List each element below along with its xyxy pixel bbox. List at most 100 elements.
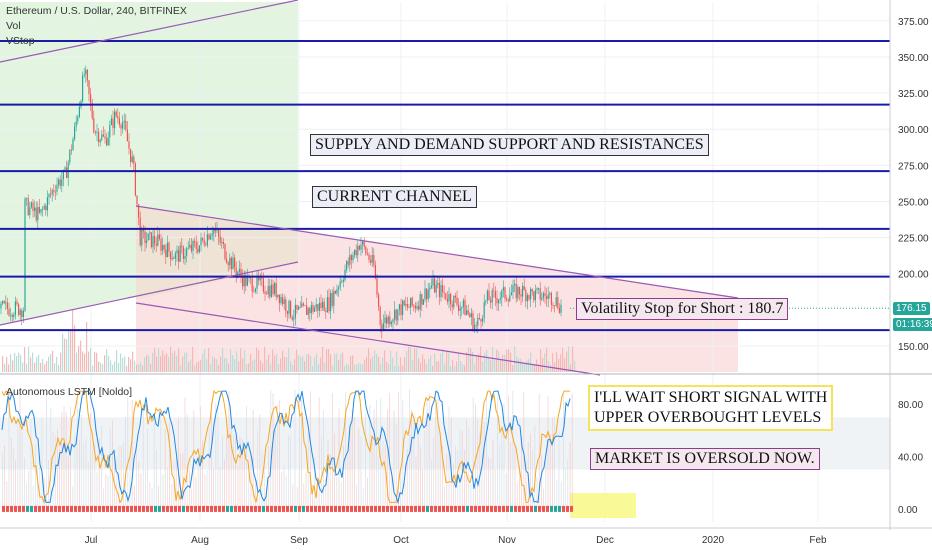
volume-bar <box>144 357 146 372</box>
candle-body <box>454 295 456 298</box>
oscillator-column <box>189 470 190 509</box>
volume-bar <box>204 349 206 372</box>
volume-bar <box>202 354 204 372</box>
candle-body <box>298 306 300 310</box>
signal-marker <box>406 505 409 512</box>
volume-bar <box>264 346 266 372</box>
signal-marker <box>554 505 557 512</box>
volume-bar <box>340 354 342 372</box>
candle-body <box>171 258 173 260</box>
signal-marker <box>458 505 461 512</box>
candle-body <box>424 288 426 300</box>
oscillator-column <box>142 404 144 509</box>
volume-bar <box>76 352 78 372</box>
volume-bar <box>366 356 368 372</box>
candle-body <box>320 302 322 308</box>
oscillator-tick-label: 80.00 <box>898 400 923 411</box>
volume-bar <box>376 353 378 372</box>
candle-body <box>154 236 156 244</box>
candle-body <box>181 245 183 248</box>
candle-body <box>78 106 80 117</box>
candle-body <box>408 307 410 309</box>
oscillator-column <box>21 431 23 509</box>
signal-marker <box>70 505 73 512</box>
signal-marker <box>42 505 45 512</box>
signal-marker <box>122 505 125 512</box>
oscillator-column <box>503 402 505 509</box>
oscillator-column <box>431 459 432 509</box>
volume-bar <box>238 361 240 372</box>
volume-bar <box>556 351 558 372</box>
oscillator-column <box>329 454 331 509</box>
oscillator-column <box>288 435 289 509</box>
oscillator-column <box>52 431 54 509</box>
oscillator-column <box>461 430 463 509</box>
candle-body <box>538 288 540 289</box>
candle-body <box>86 69 88 81</box>
candle-body <box>323 301 325 312</box>
volume-bar <box>8 364 10 372</box>
candle-body <box>296 304 298 310</box>
candle-body <box>432 278 434 286</box>
candle-body <box>213 229 215 234</box>
candle-body <box>163 245 165 250</box>
volume-bar <box>98 361 100 372</box>
volume-bar <box>14 352 16 372</box>
candle-body <box>352 255 354 261</box>
volume-bar <box>544 353 546 372</box>
candle-body <box>421 294 423 305</box>
signal-marker <box>354 505 357 512</box>
candle-body <box>179 245 181 262</box>
oscillator-column <box>230 422 232 509</box>
volume-bar <box>314 356 316 372</box>
volume-bar <box>320 357 322 372</box>
signal-marker <box>342 505 345 512</box>
candle-body <box>403 300 405 306</box>
volume-bar <box>386 361 388 372</box>
candle-body <box>115 111 117 117</box>
volume-bar <box>64 338 66 372</box>
candle-body <box>112 118 114 129</box>
oscillator-column <box>158 485 159 509</box>
candle-body <box>354 250 356 256</box>
signal-markers <box>2 505 573 512</box>
oscillator-column <box>103 488 104 509</box>
candle-body <box>120 124 122 129</box>
volume-bar <box>496 349 498 372</box>
candle-body <box>541 297 543 300</box>
volume-bar <box>232 355 234 372</box>
volume-bar <box>420 362 422 372</box>
supply-demand-label: SUPPLY AND DEMAND SUPPORT AND RESISTANCE… <box>310 134 709 156</box>
oscillator-column <box>279 400 280 509</box>
oscillator-column <box>437 388 439 509</box>
volume-bar <box>36 357 38 372</box>
volume-bar <box>374 350 376 372</box>
volume-bar <box>492 347 494 372</box>
signal-marker <box>378 505 381 512</box>
candle-body <box>509 295 511 302</box>
volume-bar <box>522 361 524 372</box>
oscillator-column <box>98 438 100 509</box>
oscillator-column <box>565 467 566 509</box>
price-tick-label: 300.00 <box>898 125 929 136</box>
volume-bar <box>298 355 300 372</box>
oscillator-column <box>171 484 173 509</box>
candle-body <box>526 295 528 302</box>
oscillator-column <box>68 456 69 509</box>
volume-bar <box>148 355 150 372</box>
oscillator-column <box>186 414 188 509</box>
volume-bar <box>120 353 122 372</box>
candle-body <box>309 308 311 314</box>
oscillator-column <box>321 437 322 509</box>
volume-bar <box>300 356 302 372</box>
volume-bar <box>16 356 18 372</box>
candle-body <box>221 241 223 243</box>
volume-bar <box>406 350 408 372</box>
volume-bar <box>66 339 68 372</box>
candle-body <box>3 301 5 304</box>
candle-body <box>422 299 424 305</box>
candle-body <box>357 245 359 256</box>
candle-body <box>341 281 343 283</box>
volume-bar <box>336 353 338 372</box>
